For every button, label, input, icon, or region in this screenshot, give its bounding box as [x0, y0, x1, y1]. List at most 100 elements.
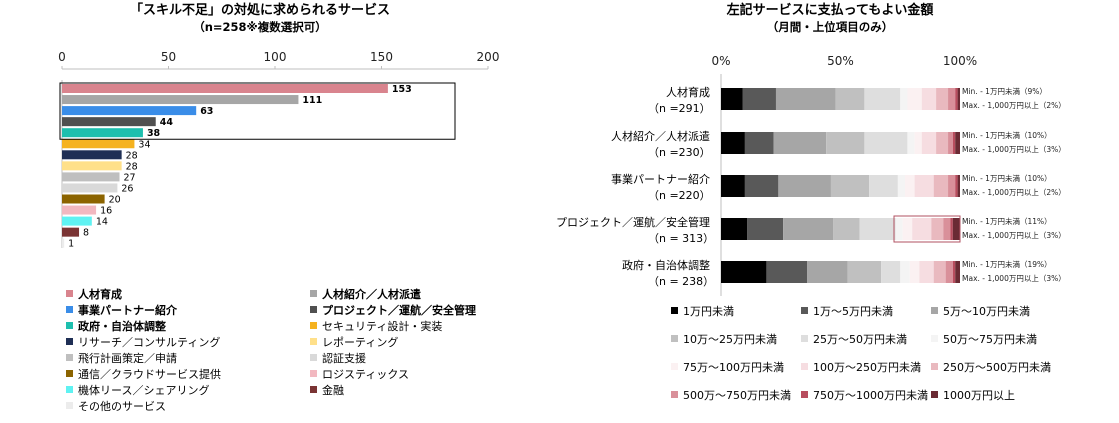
left-legend-swatch	[310, 370, 317, 377]
left-legend-swatch	[66, 386, 73, 393]
left-bar-value-label: 63	[200, 106, 213, 117]
right-stacked-segment	[914, 175, 934, 197]
right-legend-item: 75万～100万円未満	[671, 361, 784, 375]
right-legend-item: 500万～750万円未満	[671, 389, 791, 403]
right-legend-label: 1万円未満	[683, 305, 734, 318]
left-bar-value-label: 16	[100, 206, 112, 217]
right-stacked-segment	[907, 132, 915, 154]
right-max-annotation: Max. - 1,000万円以上（2%）	[962, 101, 1066, 110]
right-legend-swatch	[931, 363, 938, 370]
right-legend-swatch	[671, 307, 678, 314]
right-legend-swatch	[671, 363, 678, 370]
right-legend-label: 500万～750万円未満	[683, 389, 791, 402]
right-max-annotation: Max. - 1,000万円以上（3%）	[962, 231, 1066, 240]
left-bar	[62, 183, 118, 193]
right-max-annotation: Max. - 1,000万円以上（3%）	[962, 274, 1066, 283]
left-legend-swatch	[66, 338, 73, 345]
left-legend-label: レポーティング	[322, 336, 399, 349]
right-stacked-segment	[931, 218, 944, 240]
left-chart-title: 「スキル不足」の対処に求められるサービス	[129, 3, 390, 18]
right-legend-swatch	[801, 307, 808, 314]
right-stacked-segment	[830, 175, 870, 197]
right-stacked-segment	[943, 218, 951, 240]
left-tick-label: 50	[161, 50, 176, 64]
right-stacked-segment	[835, 88, 865, 110]
left-legend-item: 飛行計画策定／申請	[66, 352, 177, 366]
left-legend-item: 人材紹介／人材派遣	[310, 288, 421, 302]
right-stacked-segment	[948, 132, 953, 154]
right-stacked-segment	[783, 218, 834, 240]
left-legend-swatch	[66, 290, 73, 297]
left-tick-label: 0	[58, 50, 66, 64]
left-bar-value-label: 153	[392, 84, 412, 95]
left-bar	[62, 95, 299, 105]
right-stacked-segment	[721, 218, 748, 240]
right-stacked-segment	[955, 175, 958, 197]
right-stacked-segment	[909, 261, 920, 283]
right-tick-label: 50%	[827, 54, 854, 68]
right-category-n-label: （n =291）	[648, 102, 711, 115]
left-bar-value-label: 8	[83, 228, 89, 239]
right-min-annotation: Min. - 1万円未満（9%）	[962, 86, 1047, 96]
right-legend-label: 10万～25万円未満	[683, 333, 777, 346]
left-bar-value-label: 34	[138, 139, 150, 150]
right-stacked-segment	[778, 175, 831, 197]
left-bar-value-label: 28	[126, 161, 138, 172]
right-stacked-segment	[921, 132, 937, 154]
right-min-annotation: Min. - 1万円未満（19%）	[962, 259, 1052, 269]
right-max-annotation: Max. - 1,000万円以上（3%）	[962, 145, 1066, 154]
right-legend-swatch	[801, 335, 808, 342]
right-chart-title-block: 左記サービスに支払ってもよい金額 （月間・上位項目のみ）	[660, 3, 1000, 35]
right-legend-item: 100万～250万円未満	[801, 361, 921, 375]
right-legend-label: 100万～250万円未満	[813, 361, 921, 374]
right-stacked-segment	[744, 175, 779, 197]
left-legend-label: 事業パートナー紹介	[78, 304, 177, 317]
left-bar-value-label: 38	[147, 128, 161, 139]
right-stacked-segment	[864, 132, 908, 154]
right-category-label: 事業パートナー紹介	[611, 173, 710, 186]
right-stacked-segment	[742, 88, 776, 110]
left-bar	[62, 150, 122, 160]
right-category-n-label: （n =230）	[648, 146, 711, 159]
right-stacked-segment	[948, 175, 956, 197]
right-stacked-segment	[900, 88, 908, 110]
right-legend-label: 1万～5万円未満	[813, 305, 893, 318]
right-highlight-box	[893, 215, 961, 243]
right-legend-item: 1万～5万円未満	[801, 305, 893, 319]
right-stacked-segment	[955, 261, 960, 283]
left-bar	[62, 117, 156, 127]
left-legend-label: ロジスティックス	[322, 368, 410, 381]
left-legend-label: 人材育成	[78, 288, 122, 301]
left-tick-label: 200	[477, 50, 500, 64]
left-legend-label: 機体リース／シェアリング	[78, 384, 210, 397]
left-bar-value-label: 26	[121, 183, 133, 194]
left-bar	[62, 128, 143, 138]
left-legend-swatch	[66, 322, 73, 329]
left-legend-item: 政府・自治体調整	[66, 320, 166, 334]
left-bar	[62, 161, 122, 171]
left-legend-label: その他のサービス	[78, 400, 166, 413]
right-stacked-segment	[936, 132, 949, 154]
right-legend-label: 25万～50万円未満	[813, 333, 907, 346]
right-stacked-segment	[919, 261, 934, 283]
left-legend-item: 機体リース／シェアリング	[66, 384, 209, 398]
left-legend-item: 事業パートナー紹介	[66, 304, 177, 318]
right-legend-label: 750万～1000万円未満	[813, 389, 928, 402]
left-highlight-box	[59, 82, 456, 140]
right-legend-label: 5万～10万円未満	[943, 305, 1030, 318]
right-stacked-segment	[912, 218, 932, 240]
right-stacked-segment	[859, 218, 896, 240]
left-bar-value-label: 1	[68, 239, 74, 250]
right-stacked-segment	[833, 218, 860, 240]
left-chart-subtitle: （n=258※複数選択可）	[193, 20, 327, 34]
right-category-label: 人材育成	[666, 85, 710, 99]
right-max-annotation: Max. - 1,000万円以上（2%）	[962, 188, 1066, 197]
right-legend-swatch	[931, 391, 938, 398]
right-stacked-segment	[952, 132, 956, 154]
left-bar	[62, 172, 120, 182]
right-legend-item: 250万～500万円未満	[931, 361, 1051, 375]
right-stacked-segment	[747, 218, 784, 240]
right-chart-title: 左記サービスに支払ってもよい金額	[726, 3, 934, 18]
left-legend-item: セキュリティ設計・実装	[310, 320, 442, 334]
